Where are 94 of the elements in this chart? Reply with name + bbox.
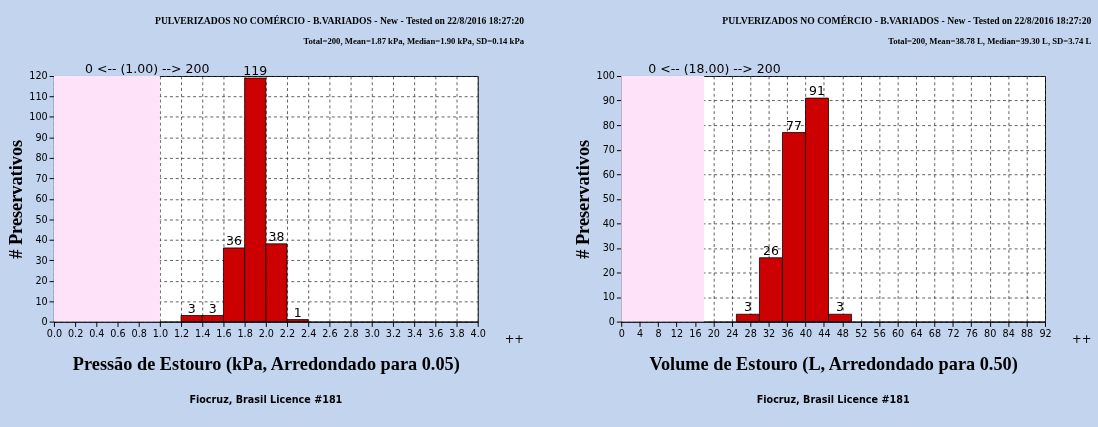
- x-tick-label: 2.0: [258, 327, 274, 339]
- x-tick-label: 4.0: [470, 327, 486, 339]
- y-tick-label: 10: [602, 291, 615, 303]
- text: Fiocruz, Brasil Licence #181: [756, 394, 910, 406]
- x-tick-label: 3.0: [364, 327, 380, 339]
- chart-title: PULVERIZADOS NO COMÉRCIO - B.VARIADOS - New - Tested on 22/8/2016 18:27:20: [155, 15, 525, 26]
- y-tick-label: 20: [35, 275, 48, 287]
- y-axis-title: # Preservativos: [5, 139, 26, 259]
- chart-subtitle: Total=200, Mean=38.78 L, Median=39.30 L, SD=3.74 L: [888, 36, 1092, 47]
- y-tick-label: 0: [41, 315, 48, 327]
- y-axis-title: # Preservativos: [572, 139, 593, 259]
- data-label: 3: [187, 300, 196, 316]
- x-tick-label: 0.6: [110, 327, 126, 339]
- x-tick-label: 36: [781, 327, 794, 339]
- y-tick-label: 90: [602, 94, 615, 106]
- x-tick-label: 56: [873, 327, 886, 339]
- y-tick-label: 50: [602, 193, 615, 205]
- x-tick-label: 40: [799, 327, 813, 339]
- data-label: 3: [836, 299, 845, 315]
- y-tick-label: 50: [35, 213, 48, 225]
- data-label: 38: [268, 228, 285, 244]
- y-tick-label: 110: [29, 90, 48, 102]
- data-label: 36: [226, 233, 243, 249]
- x-tick-label: 20: [707, 327, 720, 339]
- x-tick-label: 48: [836, 327, 849, 339]
- y-tick-label: 80: [602, 119, 615, 131]
- y-tick-label: 80: [35, 152, 48, 164]
- y-tick-label: 20: [602, 266, 615, 278]
- x-tick-label: 4: [637, 327, 644, 339]
- y-tick-label: 40: [35, 234, 48, 246]
- chart-title: PULVERIZADOS NO COMÉRCIO - B.VARIADOS - New - Tested on 22/8/2016 18:27:20: [722, 15, 1092, 26]
- x-tick-label: 60: [891, 327, 905, 339]
- y-tick-label: 30: [602, 242, 615, 254]
- y-tick-label: 10: [35, 295, 48, 307]
- y-tick-label: 70: [35, 172, 48, 184]
- x-tick-label: 3.6: [428, 327, 444, 339]
- x-tick-label: 2.8: [343, 327, 359, 339]
- y-tick-label: 60: [602, 168, 615, 180]
- y-tick-label: 30: [35, 254, 48, 266]
- text: ++: [1071, 331, 1092, 346]
- x-tick-label: 1.8: [237, 327, 253, 339]
- x-tick-label: 2.6: [322, 327, 338, 339]
- data-label: 119: [243, 63, 268, 79]
- text: 0 <-- (18.00) --> 200: [648, 61, 781, 77]
- data-label: 26: [762, 242, 779, 258]
- text: Fiocruz, Brasil Licence #181: [189, 394, 343, 406]
- x-tick-label: 0.8: [131, 327, 147, 339]
- data-label: 3: [743, 299, 752, 315]
- x-tick-label: 12: [670, 327, 684, 339]
- y-tick-label: 60: [35, 193, 48, 205]
- x-tick-label: 92: [1039, 327, 1052, 339]
- x-tick-label: 3.2: [385, 327, 402, 339]
- x-tick-label: 1.2: [173, 327, 190, 339]
- data-label: 91: [809, 83, 825, 99]
- x-tick-label: 2.4: [301, 327, 317, 339]
- x-tick-label: 52: [855, 327, 868, 339]
- x-tick-label: 2.2: [279, 327, 296, 339]
- x-tick-label: 16: [689, 327, 702, 339]
- x-tick-label: 0.0: [46, 327, 63, 339]
- x-tick-label: 28: [744, 327, 757, 339]
- x-tick-label: 44: [818, 327, 831, 339]
- x-tick-label: 72: [947, 327, 960, 339]
- data-label: 3: [208, 300, 217, 316]
- x-tick-label: 1.4: [195, 327, 211, 339]
- x-tick-label: 0: [618, 327, 625, 339]
- x-tick-label: 0.4: [89, 327, 105, 339]
- y-tick-label: 120: [29, 70, 48, 82]
- x-tick-label: 84: [1002, 327, 1015, 339]
- x-tick-label: 24: [726, 327, 739, 339]
- data-label: 1: [293, 304, 302, 320]
- x-tick-label: 3.8: [449, 327, 465, 339]
- x-tick-label: 88: [1020, 327, 1034, 339]
- y-tick-label: 100: [596, 70, 615, 82]
- x-tick-label: 0.2: [67, 327, 84, 339]
- data-label: 77: [786, 117, 802, 133]
- y-tick-label: 40: [602, 217, 615, 229]
- chart-subtitle: Total=200, Mean=1.87 kPa, Median=1.90 kPa, SD=0.14 kPa: [303, 36, 525, 47]
- x-tick-label: 1.0: [152, 327, 169, 339]
- y-tick-label: 90: [35, 131, 48, 143]
- text: ++: [504, 331, 525, 346]
- x-tick-label: 68: [928, 327, 942, 339]
- x-tick-label: 1.6: [216, 327, 232, 339]
- y-tick-label: 70: [602, 144, 615, 156]
- x-axis-title: Volume de Estouro (L, Arredondado para 0.50): [649, 354, 1018, 376]
- x-tick-label: 3.4: [406, 327, 423, 339]
- x-axis-title: Pressão de Estouro (kPa, Arredondado para 0.05): [72, 354, 460, 376]
- x-tick-label: 80: [984, 327, 997, 339]
- x-tick-label: 8: [655, 327, 662, 339]
- x-tick-label: 76: [965, 327, 978, 339]
- y-tick-label: 100: [29, 111, 48, 123]
- y-tick-label: 0: [608, 315, 615, 327]
- x-tick-label: 32: [763, 327, 776, 339]
- x-tick-label: 64: [910, 327, 923, 339]
- text: 0 <-- (1.00) --> 200: [84, 61, 210, 77]
